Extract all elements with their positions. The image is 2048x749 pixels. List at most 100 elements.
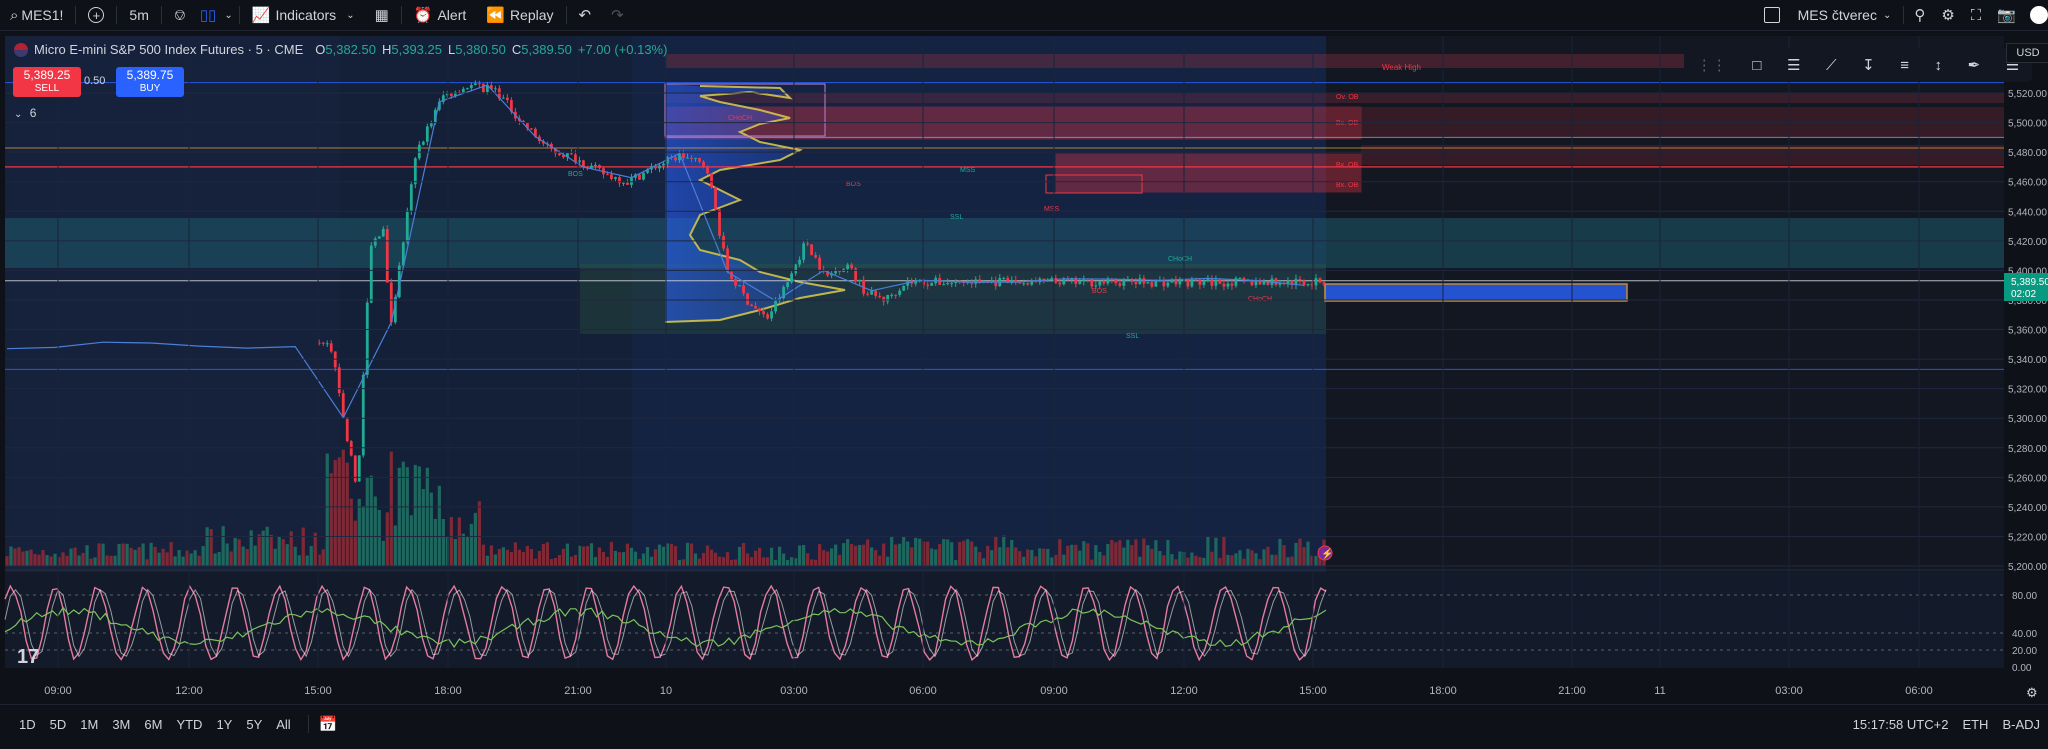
undo-button[interactable]: ↶ — [569, 0, 602, 30]
volume-bar — [1258, 559, 1262, 566]
volume-bar — [289, 531, 293, 566]
candle-body — [1146, 282, 1150, 284]
volume-bar — [241, 546, 245, 566]
currency-label[interactable]: USD — [2006, 43, 2048, 63]
symbol-search[interactable]: ⌕ MES1! — [0, 0, 73, 30]
quick-search-button[interactable]: ⚲ — [1906, 0, 1933, 30]
candle-body — [798, 259, 802, 265]
volume-bar — [521, 551, 525, 566]
clock[interactable]: 15:17:58 UTC+2 — [1852, 716, 1949, 732]
legend-title[interactable]: Micro E-mini S&P 500 Index Futures · 5 ·… — [34, 42, 304, 57]
candle-body — [882, 296, 886, 302]
candle-body — [854, 268, 858, 282]
time-axis[interactable] — [0, 676, 2048, 704]
range-button-ytd[interactable]: YTD — [176, 716, 203, 732]
chart-type-dropdown[interactable]: ⌄ — [220, 0, 236, 30]
volume-bar — [269, 534, 273, 566]
range-button-5y[interactable]: 5Y — [246, 716, 263, 732]
candle-body — [1062, 278, 1066, 285]
volume-bar — [1138, 556, 1142, 566]
volume-bar — [1254, 553, 1258, 566]
candle-style-button[interactable]: ▯▯ — [196, 0, 221, 30]
trendline-tool-icon[interactable]: ⟋ — [1825, 56, 1837, 74]
topbar-right: MES čtverec ⌄ ⚲ ⚙ ⛶ 📷 — [1754, 0, 2048, 30]
layout-selector[interactable]: MES čtverec ⌄ — [1754, 0, 1902, 30]
price-chart[interactable]: Weak High Ov. OB Bx. OB Bx. OB Bx. OB BO… — [0, 0, 2048, 706]
top-toolbar: ⌕ MES1! + 5m ⎊ ▯▯ ⌄ 📈 Indicators ⌄ ▦ ⏰ A… — [0, 0, 2048, 31]
candle-body — [762, 311, 765, 315]
candle-body — [1198, 279, 1202, 285]
candle-body — [898, 290, 902, 295]
candle-body — [1026, 283, 1030, 285]
calendar-icon[interactable]: 📅 — [318, 716, 338, 733]
volume-bar — [417, 466, 421, 566]
tradingview-logo[interactable]: 17 — [17, 646, 40, 668]
fullscreen-button[interactable]: ⛶ — [1963, 0, 1990, 30]
replay-button[interactable]: ⏪ Replay — [476, 0, 563, 30]
indicators-collapse[interactable]: ⌄ 6 — [14, 106, 36, 120]
buy-button[interactable]: 5,389.75 BUY — [116, 67, 184, 97]
volume-bar — [525, 545, 529, 566]
settings-button[interactable]: ⚙ — [1933, 0, 1962, 30]
avatar[interactable] — [2024, 0, 2048, 30]
compare-button[interactable]: + — [78, 0, 114, 30]
candle-body — [1218, 279, 1222, 284]
brush-tool-icon[interactable]: ✒ — [1967, 57, 1981, 74]
divider — [565, 6, 567, 24]
range-button-all[interactable]: All — [276, 716, 291, 732]
snapshot-button[interactable]: 📷 — [1989, 0, 2024, 30]
candle-body — [1258, 280, 1262, 285]
future-area — [1326, 36, 2004, 668]
range-button-1y[interactable]: 1Y — [216, 716, 233, 732]
redo-button[interactable]: ↷ — [601, 0, 634, 30]
volume-bar — [729, 559, 734, 566]
volume-bar — [69, 548, 73, 566]
alert-marker[interactable] — [1317, 545, 1333, 561]
candle-body — [1174, 279, 1178, 285]
fib-tool-icon[interactable]: ☰ — [1786, 57, 1801, 74]
volume-bar — [1118, 540, 1122, 566]
adjust-toggle[interactable]: B-ADJ — [2002, 716, 2040, 732]
volume-bar — [1178, 551, 1182, 566]
volume-bar — [1286, 557, 1290, 566]
levels-tool-icon[interactable]: ≡ — [1900, 56, 1909, 74]
session-toggle[interactable]: ETH — [1962, 716, 1989, 732]
volume-bar — [806, 553, 810, 566]
sell-button[interactable]: 5,389.25 SELL — [13, 67, 81, 97]
volume-bar — [477, 501, 481, 566]
candle-body — [321, 342, 325, 344]
range-button-6m[interactable]: 6M — [144, 716, 163, 732]
alert-button[interactable]: ⏰ Alert — [404, 0, 476, 30]
range-button-5d[interactable]: 5D — [49, 716, 67, 732]
interval-button[interactable]: 5m — [119, 0, 158, 30]
volume-bar — [541, 543, 546, 566]
volume-bar — [429, 492, 433, 566]
rectangle-tool-icon[interactable]: □ — [1752, 56, 1762, 74]
bar-style-button[interactable]: ⎊ — [164, 0, 196, 30]
time-tick-label: 12:00 — [175, 685, 203, 697]
volume-bar — [1142, 538, 1146, 566]
volume-bar — [882, 543, 886, 566]
chevron-down-icon: ⌄ — [1882, 9, 1892, 21]
candle-body — [1154, 280, 1158, 287]
volume-bar — [1042, 548, 1046, 566]
price-axis[interactable] — [2004, 36, 2048, 706]
vertical-line-tool-icon[interactable]: ↕ — [1934, 56, 1943, 74]
candle-body — [481, 83, 485, 93]
pitchfork-tool-icon[interactable]: ↧ — [1862, 57, 1875, 74]
volume-bar — [137, 547, 141, 566]
range-button-1d[interactable]: 1D — [19, 716, 36, 732]
gear-icon[interactable]: ⚙ — [2026, 685, 2038, 700]
candle-body — [1318, 278, 1322, 283]
time-tick-label: 06:00 — [1905, 685, 1933, 697]
volume-bar — [465, 537, 469, 566]
volume-bar — [441, 518, 445, 566]
drag-handle-icon[interactable]: ⋮⋮ — [1696, 57, 1727, 74]
range-button-1m[interactable]: 1M — [80, 716, 99, 732]
layouts-button[interactable]: ▦ — [365, 0, 399, 30]
indicators-button[interactable]: 📈 Indicators ⌄ — [242, 0, 365, 30]
range-button-3m[interactable]: 3M — [112, 716, 131, 732]
volume-bar — [826, 551, 830, 566]
volume-bar — [962, 540, 966, 566]
candle-body — [894, 294, 898, 296]
